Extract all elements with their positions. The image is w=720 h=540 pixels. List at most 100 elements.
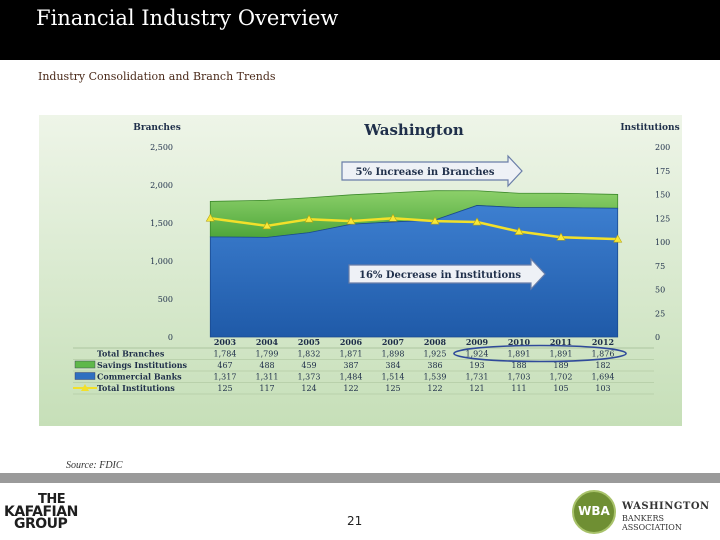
logo-line: GROUP xyxy=(14,516,68,532)
chart-title: Washington xyxy=(363,121,464,139)
table-cell: 387 xyxy=(343,361,358,370)
year-label: 2010 xyxy=(508,337,531,347)
table-cell: 488 xyxy=(259,361,274,370)
table-cell: 1,703 xyxy=(508,373,531,382)
series-row-label: Commercial Banks xyxy=(97,372,182,382)
legend-marker xyxy=(81,384,89,391)
left-tick-label: 1,500 xyxy=(150,219,173,228)
branches-increase-arrow: 5% Increase in Branches xyxy=(341,154,523,188)
branches-increase-arrow-label: 5% Increase in Branches xyxy=(356,167,495,178)
year-label: 2003 xyxy=(214,337,237,347)
right-tick-label: 75 xyxy=(655,262,665,271)
right-tick-label: 125 xyxy=(655,214,670,223)
table-cell: 125 xyxy=(385,384,400,393)
table-cell: 384 xyxy=(385,361,400,370)
page-number: 21 xyxy=(347,514,363,528)
chart: Washington Branches Institutions 2,500 2,000… xyxy=(39,115,682,426)
table-cell: 459 xyxy=(301,361,316,370)
table-cell: 1,317 xyxy=(214,373,237,382)
table-cell: 121 xyxy=(469,384,484,393)
table-cell: 117 xyxy=(259,384,274,393)
table-cell: 125 xyxy=(217,384,232,393)
table-cell: 122 xyxy=(427,384,442,393)
chart-frame: Washington Branches Institutions 2,500 2,000… xyxy=(39,115,682,426)
highlight-oval xyxy=(453,344,627,363)
table-cell: 111 xyxy=(511,384,526,393)
series-row-label: Savings Institutions xyxy=(97,360,188,370)
year-label: 2007 xyxy=(382,337,404,347)
table-cell: 189 xyxy=(553,361,568,370)
institutions-point xyxy=(556,232,566,241)
table-cell: 386 xyxy=(427,361,442,370)
table-cell: 1,484 xyxy=(340,373,363,382)
institutions-point xyxy=(304,214,314,223)
logo-line: KAFAFIAN xyxy=(4,504,78,520)
year-label: 2009 xyxy=(466,337,489,347)
wba-circle-icon xyxy=(572,490,616,534)
table-cell: 1,694 xyxy=(592,373,615,382)
year-label: 2011 xyxy=(550,337,572,347)
wba-logo: WBA WASHINGTON BANKERS ASSOCIATION xyxy=(572,490,718,534)
left-tick-label: 1,000 xyxy=(150,257,173,266)
institutions-point xyxy=(430,216,440,225)
left-axis-label: Branches xyxy=(133,123,181,133)
institutions-point xyxy=(262,221,272,230)
table-cell: 1,832 xyxy=(298,350,321,359)
table-cell: 122 xyxy=(343,384,358,393)
right-tick-label: 50 xyxy=(655,286,665,295)
table-cell: 103 xyxy=(595,384,610,393)
table-cell: 124 xyxy=(301,384,316,393)
table-cell: 1,311 xyxy=(256,373,279,382)
branches-increase-arrow-shape xyxy=(341,154,523,188)
institutions-point xyxy=(205,213,215,222)
institutions-line xyxy=(210,216,618,241)
institutions-point xyxy=(388,213,398,222)
series-row-label: Total Institutions xyxy=(97,383,175,393)
institutions-point xyxy=(346,216,356,225)
institutions-decrease-arrow-label: 16% Decrease in Institutions xyxy=(359,270,521,281)
table-cell: 1,731 xyxy=(466,373,489,382)
left-tick-label: 2,000 xyxy=(150,181,173,190)
series-row-label: Total Branches xyxy=(97,349,165,359)
institutions-point xyxy=(613,234,623,243)
logo-line: THE xyxy=(38,492,66,507)
left-tick-label: 500 xyxy=(158,295,173,304)
wba-name-line2: BANKERS ASSOCIATION xyxy=(622,514,682,532)
right-tick-label: 175 xyxy=(655,167,670,176)
table-cell: 1,871 xyxy=(340,350,363,359)
wba-mark: WBA xyxy=(578,504,610,518)
table-cell: 1,784 xyxy=(214,350,237,359)
institutions-point xyxy=(514,226,524,235)
table-cell: 1,514 xyxy=(382,373,405,382)
year-label: 2012 xyxy=(592,337,614,347)
table-cell: 1,702 xyxy=(550,373,573,382)
table-cell: 193 xyxy=(469,361,484,370)
table-cell: 182 xyxy=(595,361,610,370)
year-label: 2008 xyxy=(424,337,447,347)
right-tick-label: 100 xyxy=(655,238,670,247)
footer-rule xyxy=(0,473,720,483)
wba-name-line1: WASHINGTON xyxy=(622,501,710,512)
table-cell: 1,799 xyxy=(256,350,279,359)
table-cell: 1,891 xyxy=(550,350,573,359)
table-cell: 1,539 xyxy=(424,373,447,382)
right-tick-label: 25 xyxy=(655,309,665,318)
source-note: Source: FDIC xyxy=(66,460,123,471)
institutions-decrease-arrow: 16% Decrease in Institutions xyxy=(348,257,546,291)
table-cell: 1,925 xyxy=(424,350,447,359)
year-label: 2005 xyxy=(298,337,320,347)
kafafian-logo: THE KAFAFIAN GROUP xyxy=(4,492,78,538)
left-tick-label: 2,500 xyxy=(150,143,173,152)
institutions-point xyxy=(472,217,482,226)
right-axis-label: Institutions xyxy=(620,123,679,133)
year-label: 2004 xyxy=(256,337,279,347)
slide-title: Financial Industry Overview xyxy=(36,6,339,30)
table-cell: 467 xyxy=(217,361,232,370)
table-cell: 105 xyxy=(553,384,568,393)
table-cell: 1,898 xyxy=(382,350,405,359)
year-label: 2006 xyxy=(340,337,363,347)
slide-subtitle: Industry Consolidation and Branch Trends xyxy=(38,70,276,83)
table-cell: 1,373 xyxy=(298,373,321,382)
legend-swatch xyxy=(74,372,96,380)
right-tick-label: 0 xyxy=(655,333,660,342)
